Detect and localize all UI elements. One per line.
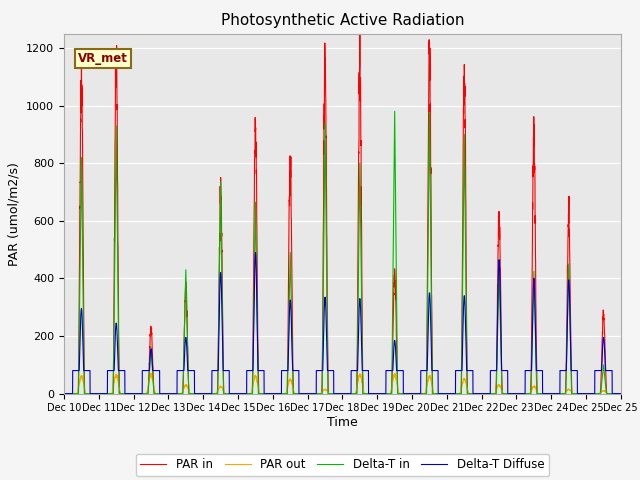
Delta-T Diffuse bbox=[252, 250, 259, 255]
Delta-T in bbox=[393, 332, 401, 337]
PAR in bbox=[393, 363, 401, 369]
Delta-T in bbox=[617, 391, 625, 396]
Delta-T Diffuse bbox=[393, 368, 401, 373]
PAR out bbox=[364, 391, 371, 396]
Title: Photosynthetic Active Radiation: Photosynthetic Active Radiation bbox=[221, 13, 464, 28]
Delta-T Diffuse bbox=[617, 391, 625, 396]
Text: VR_met: VR_met bbox=[78, 52, 128, 65]
PAR in bbox=[364, 391, 371, 396]
Line: PAR in: PAR in bbox=[64, 32, 621, 394]
Delta-T Diffuse bbox=[495, 257, 503, 263]
PAR out bbox=[617, 391, 625, 396]
Delta-T Diffuse bbox=[60, 391, 68, 396]
Line: Delta-T in: Delta-T in bbox=[64, 111, 621, 394]
Legend: PAR in, PAR out, Delta-T in, Delta-T Diffuse: PAR in, PAR out, Delta-T in, Delta-T Dif… bbox=[136, 454, 549, 476]
PAR in bbox=[60, 391, 68, 396]
PAR out bbox=[523, 391, 531, 396]
Delta-T in bbox=[60, 391, 68, 396]
Delta-T in bbox=[391, 108, 399, 114]
Delta-T Diffuse bbox=[537, 368, 545, 373]
PAR in bbox=[175, 391, 183, 396]
PAR in bbox=[523, 391, 531, 396]
Delta-T Diffuse bbox=[523, 368, 531, 373]
PAR out bbox=[147, 371, 155, 376]
Line: PAR out: PAR out bbox=[64, 373, 621, 394]
PAR out bbox=[60, 391, 68, 396]
Delta-T in bbox=[175, 391, 183, 396]
Delta-T Diffuse bbox=[175, 368, 183, 373]
PAR in bbox=[537, 391, 545, 396]
Delta-T in bbox=[523, 391, 531, 396]
PAR in bbox=[617, 391, 625, 396]
Line: Delta-T Diffuse: Delta-T Diffuse bbox=[64, 252, 621, 394]
Delta-T in bbox=[495, 272, 503, 278]
PAR out bbox=[393, 381, 401, 387]
Delta-T in bbox=[537, 391, 545, 396]
Delta-T in bbox=[363, 391, 371, 396]
PAR out bbox=[537, 391, 545, 396]
PAR out bbox=[176, 391, 184, 396]
PAR out bbox=[495, 383, 503, 389]
PAR in bbox=[495, 210, 503, 216]
X-axis label: Time: Time bbox=[327, 416, 358, 429]
Delta-T Diffuse bbox=[364, 368, 371, 373]
PAR in bbox=[356, 29, 364, 35]
Y-axis label: PAR (umol/m2/s): PAR (umol/m2/s) bbox=[8, 162, 20, 265]
